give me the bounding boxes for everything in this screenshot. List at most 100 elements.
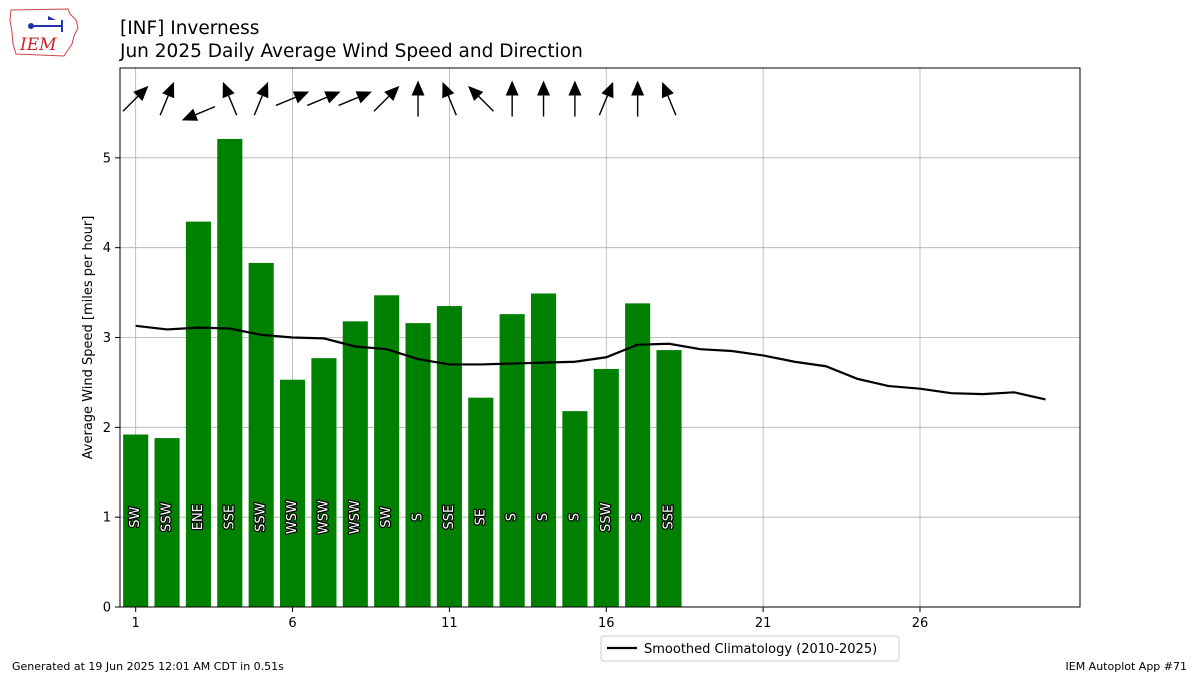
bar-day-10 bbox=[405, 323, 431, 607]
wind-arrow-shaft bbox=[373, 95, 390, 112]
direction-label-day-7: WSW bbox=[316, 500, 331, 534]
bar-day-17 bbox=[625, 303, 651, 607]
x-tick-label: 16 bbox=[598, 616, 615, 631]
direction-label-day-2: SSW bbox=[160, 502, 175, 532]
bar-day-1 bbox=[123, 434, 149, 607]
direction-label-day-14: S bbox=[536, 513, 551, 521]
wind-arrow-day-8 bbox=[338, 91, 372, 107]
wind-arrow-head bbox=[442, 81, 455, 99]
direction-label-day-18: SSE bbox=[662, 505, 677, 530]
direction-label-day-10: S bbox=[411, 513, 426, 521]
wind-arrow-head bbox=[133, 85, 149, 102]
wind-arrow-head bbox=[661, 81, 674, 99]
direction-label-day-1: SW bbox=[128, 506, 143, 527]
wind-arrow-shaft bbox=[338, 96, 359, 107]
wind-arrow-head bbox=[222, 81, 235, 99]
wind-arrow-day-1 bbox=[122, 85, 149, 112]
bar-day-7 bbox=[311, 358, 337, 607]
wind-arrow-shaft bbox=[122, 95, 139, 112]
wind-arrow-shaft bbox=[307, 96, 327, 107]
logo-text: IEM bbox=[19, 35, 57, 55]
wind-arrow-head bbox=[601, 81, 614, 99]
wind-arrow-day-11 bbox=[442, 81, 457, 116]
x-tick-label: 21 bbox=[755, 616, 772, 631]
wind-arrow-head bbox=[256, 81, 269, 99]
direction-label-day-9: SW bbox=[379, 506, 394, 527]
wind-arrow-head bbox=[384, 85, 400, 102]
wind-arrow-day-10 bbox=[411, 80, 425, 117]
legend-label: Smoothed Climatology (2010-2025) bbox=[644, 642, 877, 657]
bar-day-14 bbox=[530, 293, 557, 607]
bar-day-5 bbox=[248, 262, 274, 607]
wind-arrow-day-15 bbox=[568, 80, 582, 117]
y-axis-label: Average Wind Speed [miles per hour] bbox=[81, 216, 96, 460]
title-line-1: [INF] Inverness bbox=[120, 18, 260, 39]
wind-arrow-day-9 bbox=[373, 85, 400, 112]
wind-arrow-head bbox=[468, 85, 484, 102]
wind-arrow-shaft bbox=[275, 96, 296, 107]
y-tick-label: 5 bbox=[103, 151, 111, 166]
wind-arrow-head bbox=[631, 80, 645, 96]
x-tick-label: 6 bbox=[288, 616, 296, 631]
wind-arrow-day-12 bbox=[468, 85, 495, 112]
wind-arrow-head bbox=[292, 91, 310, 104]
bar-day-16 bbox=[593, 368, 619, 607]
wind-arrow-shaft bbox=[598, 95, 609, 116]
wind-arrow-shaft bbox=[159, 95, 169, 116]
bar-day-3 bbox=[185, 221, 211, 608]
direction-label-day-17: S bbox=[630, 513, 645, 521]
direction-label-day-8: WSW bbox=[348, 500, 363, 534]
y-tick-label: 1 bbox=[103, 511, 111, 526]
chart-title: [INF] Inverness Jun 2025 Daily Average W… bbox=[120, 17, 583, 63]
bar-day-12 bbox=[468, 397, 494, 607]
footer-app: IEM Autoplot App #71 bbox=[1065, 660, 1188, 673]
bar-day-18 bbox=[656, 350, 682, 607]
wind-arrow-shaft bbox=[478, 95, 495, 112]
wind-arrow-day-5 bbox=[253, 81, 269, 116]
bar-day-9 bbox=[374, 295, 400, 607]
bar-day-15 bbox=[562, 411, 588, 607]
wind-arrow-day-14 bbox=[537, 80, 551, 117]
footer-generated: Generated at 19 Jun 2025 12:01 AM CDT in… bbox=[12, 660, 284, 673]
wind-arrow-day-17 bbox=[631, 80, 645, 117]
legend-box bbox=[600, 635, 900, 662]
wind-arrow-head bbox=[324, 91, 341, 104]
y-tick-label: 4 bbox=[103, 241, 111, 256]
wind-arrow-shaft bbox=[253, 95, 263, 116]
wind-arrow-head bbox=[568, 80, 582, 96]
iem-logo: IEM bbox=[9, 8, 79, 57]
direction-label-day-12: SE bbox=[473, 509, 488, 525]
bar-day-8 bbox=[342, 321, 368, 607]
title-line-2: Jun 2025 Daily Average Wind Speed and Di… bbox=[120, 41, 583, 62]
direction-label-day-6: WSW bbox=[285, 500, 300, 534]
y-tick-label: 2 bbox=[103, 421, 111, 436]
bar-day-13 bbox=[499, 314, 525, 607]
wind-arrow-day-13 bbox=[505, 80, 519, 117]
wind-arrow-day-6 bbox=[275, 91, 310, 107]
wind-arrow-head bbox=[162, 81, 175, 99]
direction-label-day-13: S bbox=[505, 513, 520, 521]
wind-arrow-head bbox=[181, 108, 199, 121]
climatology-line bbox=[135, 324, 1046, 401]
bar-day-4 bbox=[217, 138, 243, 608]
wind-arrow-head bbox=[411, 80, 425, 96]
wind-arrow-head bbox=[537, 80, 551, 96]
wind-arrow-shaft bbox=[447, 95, 457, 116]
bar-day-6 bbox=[280, 379, 306, 607]
bar-day-2 bbox=[154, 438, 180, 607]
x-tick-label: 26 bbox=[912, 616, 929, 631]
wind-arrow-day-18 bbox=[661, 81, 677, 116]
wind-arrow-day-7 bbox=[307, 91, 341, 107]
wind-arrow-shaft bbox=[228, 95, 238, 116]
wind-arrow-day-2 bbox=[159, 81, 175, 116]
direction-label-day-16: SSW bbox=[599, 502, 614, 532]
wind-arrow-shaft bbox=[667, 95, 677, 116]
direction-label-day-5: SSW bbox=[254, 502, 269, 532]
wind-arrow-head bbox=[355, 91, 372, 104]
y-tick-label: 3 bbox=[103, 331, 111, 346]
wind-arrow-head bbox=[505, 80, 519, 96]
y-tick-label: 0 bbox=[103, 601, 111, 616]
x-tick-label: 11 bbox=[441, 616, 458, 631]
direction-label-day-4: SSE bbox=[222, 505, 237, 530]
